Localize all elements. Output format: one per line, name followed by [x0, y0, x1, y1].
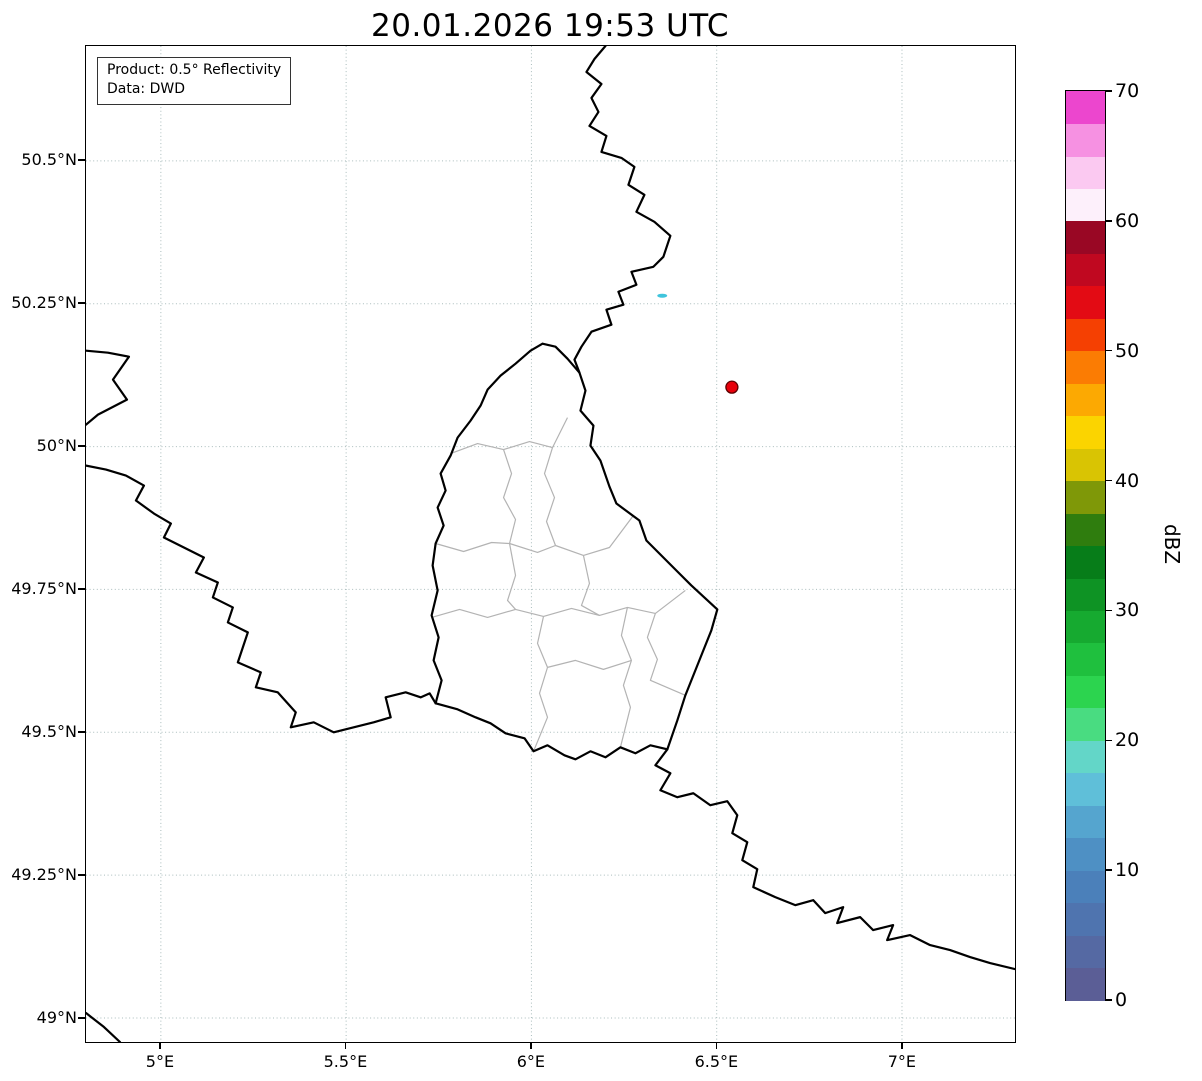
admin-border — [502, 449, 517, 544]
info-box-product-line: Product: 0.5° Reflectivity — [107, 62, 282, 78]
colorbar-segment-47.5-50dbz — [1066, 350, 1105, 384]
x-tick-label: 5°E — [145, 1052, 175, 1071]
colorbar-segment-35-37.5dbz — [1066, 513, 1105, 547]
country-border — [86, 1011, 122, 1042]
colorbar-segment-65-67.5dbz — [1066, 123, 1105, 157]
y-tick-label: 49.25°N — [11, 864, 77, 884]
y-tick-mark — [78, 1017, 85, 1019]
colorbar-tick-mark — [1106, 90, 1112, 92]
country-border — [654, 748, 1015, 971]
y-tick-mark — [78, 731, 85, 733]
colorbar-segment-15-17.5dbz — [1066, 772, 1105, 806]
colorbar-tick-mark — [1106, 479, 1112, 482]
colorbar-segment-67.5-70dbz — [1066, 91, 1105, 125]
country-border — [86, 464, 437, 734]
colorbar — [1065, 90, 1106, 1001]
colorbar-segment-5-7.5dbz — [1066, 902, 1105, 936]
info-box: Product: 0.5° Reflectivity Data: DWD — [97, 57, 292, 105]
colorbar-segment-62.5-65dbz — [1066, 155, 1105, 189]
colorbar-tick-label: 40 — [1115, 469, 1140, 492]
colorbar-segment-2.5-5dbz — [1066, 935, 1105, 969]
colorbar-tick-mark — [1106, 220, 1112, 222]
colorbar-tick-label: 50 — [1115, 339, 1140, 362]
colorbar-tick-label: 30 — [1115, 599, 1140, 622]
colorbar-tick-label: 70 — [1115, 80, 1140, 102]
x-tick-label: 7°E — [887, 1052, 916, 1071]
x-tick-mark — [530, 1043, 532, 1049]
colorbar-segment-57.5-60dbz — [1066, 220, 1105, 254]
map-canvas — [86, 46, 1015, 1042]
colorbar-segment-10-12.5dbz — [1066, 837, 1105, 871]
x-tick-mark — [344, 1043, 347, 1049]
colorbar-tick-label: 0 — [1115, 989, 1128, 1011]
x-tick-label: 6.5°E — [694, 1052, 739, 1071]
colorbar-tick-mark — [1106, 869, 1112, 871]
colorbar-segment-20-22.5dbz — [1066, 707, 1105, 741]
colorbar-segment-27.5-30dbz — [1066, 610, 1105, 644]
admin-border — [532, 616, 549, 752]
country-border — [430, 342, 719, 761]
colorbar-tick-mark — [1106, 739, 1112, 741]
admin-border — [580, 555, 600, 616]
y-tick-mark — [78, 302, 85, 304]
admin-border — [543, 447, 557, 546]
colorbar-tick-label: 10 — [1115, 859, 1140, 882]
colorbar-segment-60-62.5dbz — [1066, 188, 1105, 222]
y-tick-label: 50.5°N — [21, 149, 77, 169]
colorbar-tick-label: 60 — [1115, 209, 1140, 232]
x-tick-label: 6°E — [516, 1052, 546, 1071]
admin-border — [619, 607, 633, 748]
admin-border — [646, 613, 686, 696]
map-plot-area: Product: 0.5° Reflectivity Data: DWD — [85, 45, 1016, 1043]
colorbar-segment-25-27.5dbz — [1066, 642, 1105, 676]
y-tick-label: 49.5°N — [21, 721, 77, 741]
admin-border — [450, 417, 569, 455]
colorbar-segment-22.5-25dbz — [1066, 675, 1105, 709]
y-tick-mark — [78, 874, 85, 876]
radar-site-marker — [725, 380, 739, 394]
y-tick-label: 50.25°N — [11, 292, 77, 312]
admin-border — [506, 543, 517, 610]
y-tick-mark — [78, 588, 85, 590]
colorbar-segment-50-52.5dbz — [1066, 318, 1105, 352]
y-tick-mark — [78, 159, 85, 161]
country-border — [86, 349, 131, 426]
colorbar-segment-30-32.5dbz — [1066, 577, 1105, 612]
admin-border — [547, 659, 632, 670]
colorbar-segment-37.5-40dbz — [1066, 480, 1105, 514]
y-tick-label: 50°N — [36, 435, 77, 455]
y-tick-label: 49°N — [36, 1007, 77, 1027]
colorbar-segment-17.5-20dbz — [1066, 740, 1105, 774]
admin-border — [435, 515, 634, 557]
colorbar-segment-32.5-35dbz — [1066, 545, 1105, 579]
colorbar-segment-52.5-55dbz — [1066, 285, 1105, 319]
country-border — [573, 46, 672, 374]
colorbar-segment-55-57.5dbz — [1066, 253, 1105, 287]
x-tick-mark — [901, 1043, 903, 1049]
colorbar-tick-mark — [1106, 999, 1112, 1001]
info-box-source-line: Data: DWD — [107, 80, 185, 97]
colorbar-segment-40-42.5dbz — [1066, 448, 1105, 482]
colorbar-tick-mark — [1106, 609, 1112, 612]
colorbar-segment-7.5-10dbz — [1066, 870, 1105, 904]
radar-echo-marker — [657, 293, 668, 298]
colorbar-tick-mark — [1106, 350, 1112, 352]
x-tick-label: 5.5°E — [323, 1052, 368, 1071]
colorbar-unit-label: dBZ — [1160, 523, 1184, 565]
colorbar-tick-label: 20 — [1115, 729, 1140, 752]
y-tick-mark — [78, 445, 85, 447]
x-tick-mark — [715, 1043, 718, 1049]
y-tick-label: 49.75°N — [11, 578, 77, 598]
figure-title: 20.01.2026 19:53 UTC — [371, 8, 729, 44]
colorbar-segment-45-47.5dbz — [1066, 383, 1105, 417]
x-tick-mark — [159, 1043, 161, 1049]
admin-border — [431, 589, 686, 619]
colorbar-segment-12.5-15dbz — [1066, 805, 1105, 839]
colorbar-segment-42.5-45dbz — [1066, 415, 1105, 449]
colorbar-segment-0-2.5dbz — [1066, 967, 1105, 1001]
